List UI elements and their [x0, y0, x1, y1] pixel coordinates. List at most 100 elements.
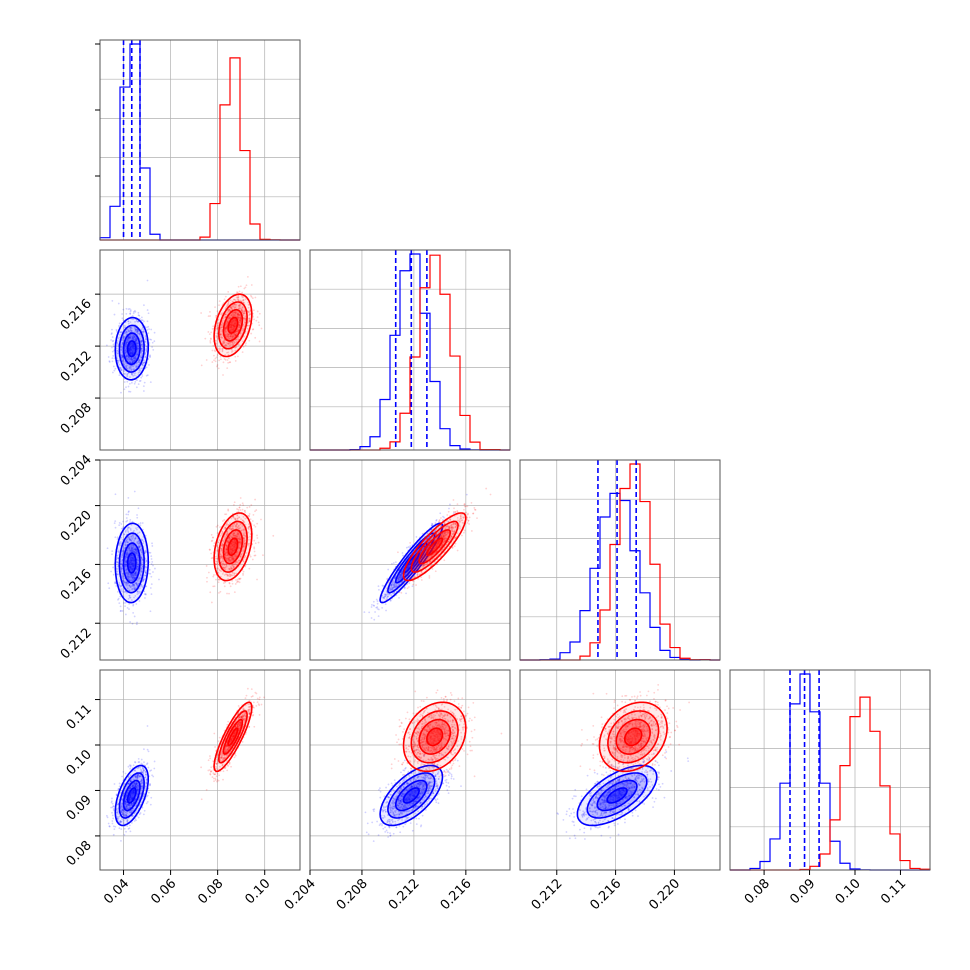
scatter-point-blue	[128, 547, 131, 550]
scatter-point-red	[237, 285, 240, 288]
scatter-point-blue	[118, 374, 121, 377]
scatter-point-blue	[124, 556, 127, 558]
scatter-point-blue	[129, 336, 132, 339]
scatter-point-blue	[118, 331, 121, 334]
scatter-point-red	[235, 338, 237, 341]
scatter-point-red	[219, 313, 222, 316]
scatter-point-blue	[132, 565, 135, 568]
scatter-point-blue	[122, 373, 125, 375]
scatter-point-blue	[123, 533, 126, 536]
scatter-point-red	[233, 340, 236, 342]
scatter-point-blue	[131, 364, 134, 367]
scatter-point-blue	[392, 562, 395, 564]
scatter-point-blue	[132, 573, 134, 576]
scatter-point-blue	[136, 585, 139, 587]
scatter-point-red	[241, 296, 244, 299]
scatter-point-red	[243, 310, 245, 313]
scatter-point-blue	[154, 567, 156, 570]
scatter-point-red	[229, 326, 232, 328]
scatter-point-blue	[134, 571, 137, 574]
scatter-point-red	[224, 331, 227, 333]
scatter-point-blue	[129, 352, 132, 355]
scatter-point-red	[230, 328, 233, 331]
scatter-point-red	[224, 581, 227, 584]
scatter-point-blue	[119, 585, 122, 588]
scatter-point-blue	[124, 344, 127, 347]
hist-red	[310, 254, 510, 451]
scatter-point-blue	[132, 536, 134, 539]
scatter-point-blue	[128, 339, 131, 342]
scatter-point-blue	[138, 539, 140, 542]
scatter-point-blue	[140, 343, 143, 346]
scatter-point-blue	[121, 360, 124, 362]
scatter-point-red	[239, 319, 241, 322]
scatter-point-blue	[127, 598, 130, 600]
scatter-point-blue	[108, 361, 111, 363]
scatter-point-blue	[127, 513, 130, 516]
scatter-point-blue	[142, 328, 145, 331]
scatter-point-red	[224, 295, 227, 298]
scatter-point-red	[229, 299, 232, 302]
scatter-point-red	[225, 344, 228, 347]
scatter-point-blue	[135, 339, 138, 342]
scatter-point-blue	[125, 556, 128, 558]
scatter-point-blue	[140, 347, 143, 350]
scatter-point-blue	[137, 556, 139, 559]
scatter-point-blue	[139, 379, 142, 382]
scatter-point-red	[220, 312, 223, 315]
scatter-point-red	[243, 301, 245, 304]
scatter-point-red	[239, 321, 241, 324]
scatter-point-red	[226, 305, 228, 308]
scatter-point-blue	[124, 543, 127, 546]
scatter-point-blue	[116, 357, 119, 360]
scatter-point-blue	[129, 365, 132, 367]
scatter-point-red	[222, 341, 224, 343]
contour-blue	[126, 340, 137, 358]
scatter-point-blue	[132, 359, 135, 362]
scatter-point-red	[213, 349, 216, 352]
scatter-point-red	[253, 539, 256, 542]
scatter-point-red	[238, 323, 241, 326]
scatter-point-blue	[133, 562, 136, 565]
scatter-point-red	[221, 323, 224, 326]
scatter-point-red	[256, 534, 258, 537]
scatter-point-red	[234, 306, 237, 308]
scatter-point-blue	[134, 551, 137, 553]
scatter-point-red	[234, 349, 237, 352]
scatter-point-blue	[387, 568, 390, 571]
scatter-point-red	[231, 340, 234, 343]
scatter-point-blue	[129, 557, 132, 560]
scatter-point-blue	[131, 562, 134, 565]
scatter-point-red	[237, 344, 240, 346]
scatter-point-blue	[122, 526, 125, 528]
scatter-point-blue	[138, 590, 141, 593]
scatter-point-blue	[117, 355, 119, 357]
scatter-point-red	[226, 367, 229, 370]
scatter-point-blue	[125, 554, 128, 557]
scatter-point-blue	[134, 327, 137, 330]
scatter-point-blue	[114, 367, 117, 370]
scatter-point-blue	[144, 355, 147, 358]
scatter-point-blue	[135, 331, 138, 333]
scatter-point-red	[224, 327, 227, 330]
scatter-point-blue	[125, 341, 128, 344]
scatter-point-blue	[112, 345, 115, 348]
scatter-point-blue	[111, 299, 114, 302]
scatter-point-blue	[126, 375, 129, 378]
scatter-point-red	[235, 346, 238, 349]
scatter-point-blue	[136, 331, 139, 334]
scatter-point-blue	[142, 330, 145, 333]
scatter-point-red	[238, 318, 241, 321]
scatter-point-blue	[133, 356, 136, 359]
scatter-point-blue	[123, 381, 126, 383]
scatter-point-blue	[134, 549, 137, 551]
scatter-point-red	[237, 313, 240, 316]
scatter-point-blue	[133, 347, 136, 350]
scatter-point-blue	[125, 552, 128, 555]
scatter-point-blue	[141, 330, 144, 333]
scatter-point-blue	[141, 353, 144, 356]
scatter-point-blue	[124, 544, 127, 547]
scatter-point-blue	[135, 337, 138, 340]
scatter-point-blue	[113, 369, 116, 372]
scatter-point-blue	[111, 328, 113, 331]
